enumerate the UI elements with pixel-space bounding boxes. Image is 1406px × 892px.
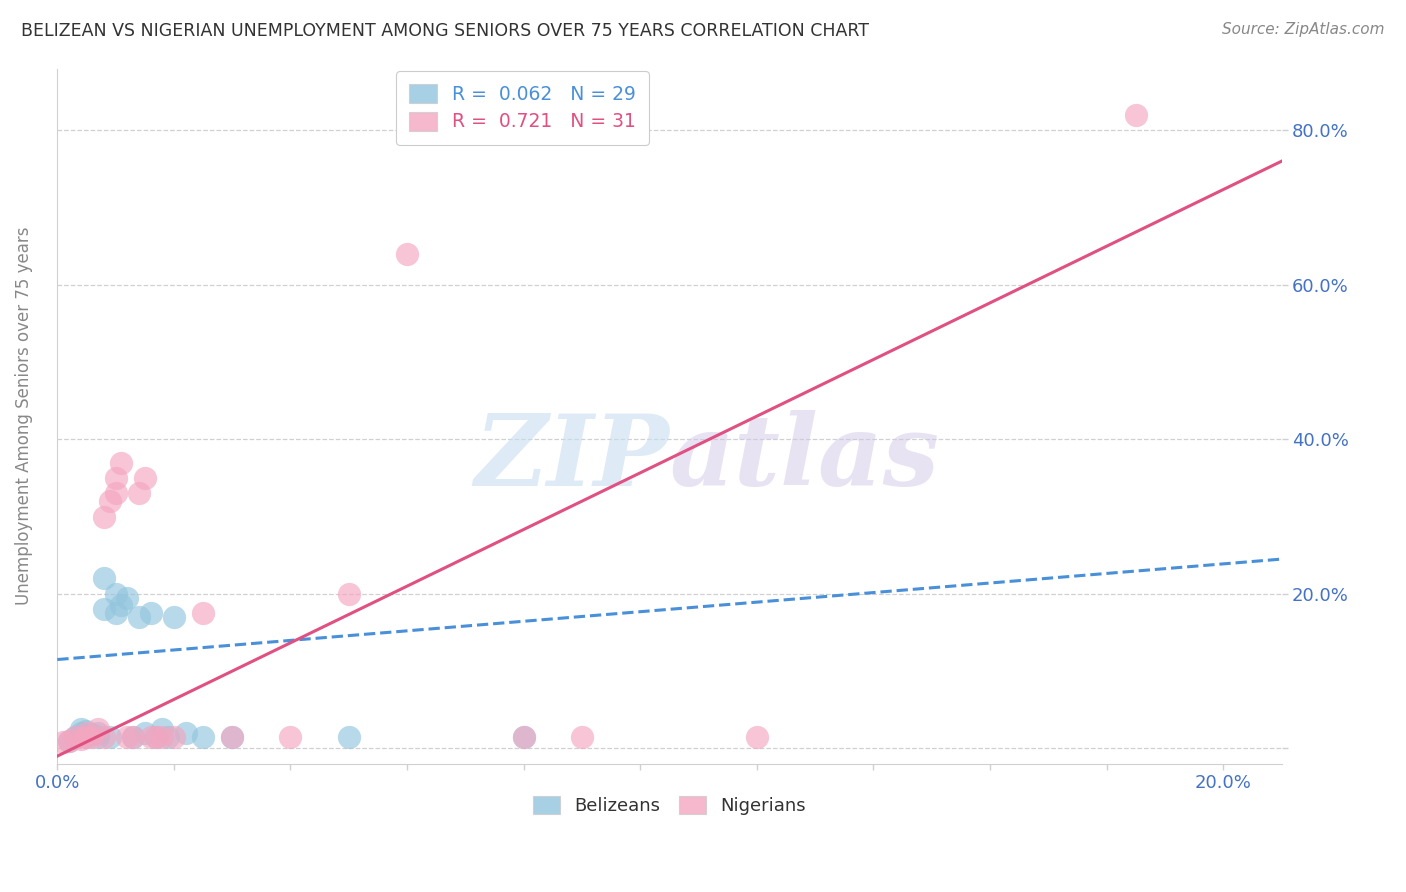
Point: [571, 730, 593, 744]
Point: [134, 471, 156, 485]
Point: [75, 724, 97, 739]
Point: [75, 726, 97, 740]
Point: [163, 730, 186, 744]
Point: [128, 486, 150, 500]
Point: [396, 247, 419, 261]
Point: [122, 730, 145, 744]
Point: [174, 726, 197, 740]
Point: [221, 730, 243, 744]
Point: [221, 730, 243, 744]
Point: [128, 610, 150, 624]
Point: [280, 730, 302, 744]
Point: [69, 722, 91, 736]
Point: [117, 591, 139, 605]
Text: Source: ZipAtlas.com: Source: ZipAtlas.com: [1222, 22, 1385, 37]
Text: BELIZEAN VS NIGERIAN UNEMPLOYMENT AMONG SENIORS OVER 75 YEARS CORRELATION CHART: BELIZEAN VS NIGERIAN UNEMPLOYMENT AMONG …: [21, 22, 869, 40]
Point: [82, 727, 104, 741]
Point: [104, 587, 127, 601]
Point: [58, 733, 80, 747]
Point: [139, 606, 162, 620]
Point: [745, 730, 768, 744]
Point: [163, 610, 186, 624]
Point: [145, 730, 167, 744]
Point: [75, 730, 97, 744]
Point: [93, 730, 115, 744]
Point: [337, 730, 360, 744]
Point: [63, 730, 86, 744]
Point: [87, 726, 110, 740]
Point: [134, 726, 156, 740]
Point: [110, 456, 132, 470]
Point: [87, 722, 110, 736]
Point: [104, 486, 127, 500]
Point: [337, 587, 360, 601]
Point: [157, 730, 180, 744]
Point: [58, 733, 80, 747]
Point: [82, 730, 104, 744]
Point: [98, 730, 121, 744]
Point: [75, 730, 97, 744]
Point: [191, 730, 214, 744]
Point: [122, 730, 145, 744]
Point: [512, 730, 534, 744]
Point: [93, 602, 115, 616]
Point: [69, 732, 91, 747]
Point: [52, 735, 75, 749]
Point: [191, 606, 214, 620]
Point: [93, 571, 115, 585]
Legend: Belizeans, Nigerians: Belizeans, Nigerians: [524, 787, 815, 824]
Y-axis label: Unemployment Among Seniors over 75 years: Unemployment Among Seniors over 75 years: [15, 227, 32, 606]
Point: [87, 730, 110, 744]
Text: ZIP: ZIP: [474, 409, 669, 506]
Point: [104, 471, 127, 485]
Point: [1125, 108, 1147, 122]
Point: [110, 599, 132, 613]
Point: [69, 726, 91, 740]
Point: [139, 730, 162, 744]
Point: [93, 509, 115, 524]
Point: [104, 606, 127, 620]
Point: [512, 730, 534, 744]
Point: [98, 494, 121, 508]
Point: [145, 730, 167, 744]
Point: [63, 730, 86, 744]
Point: [117, 730, 139, 744]
Point: [150, 722, 173, 736]
Text: atlas: atlas: [669, 409, 939, 506]
Point: [150, 730, 173, 744]
